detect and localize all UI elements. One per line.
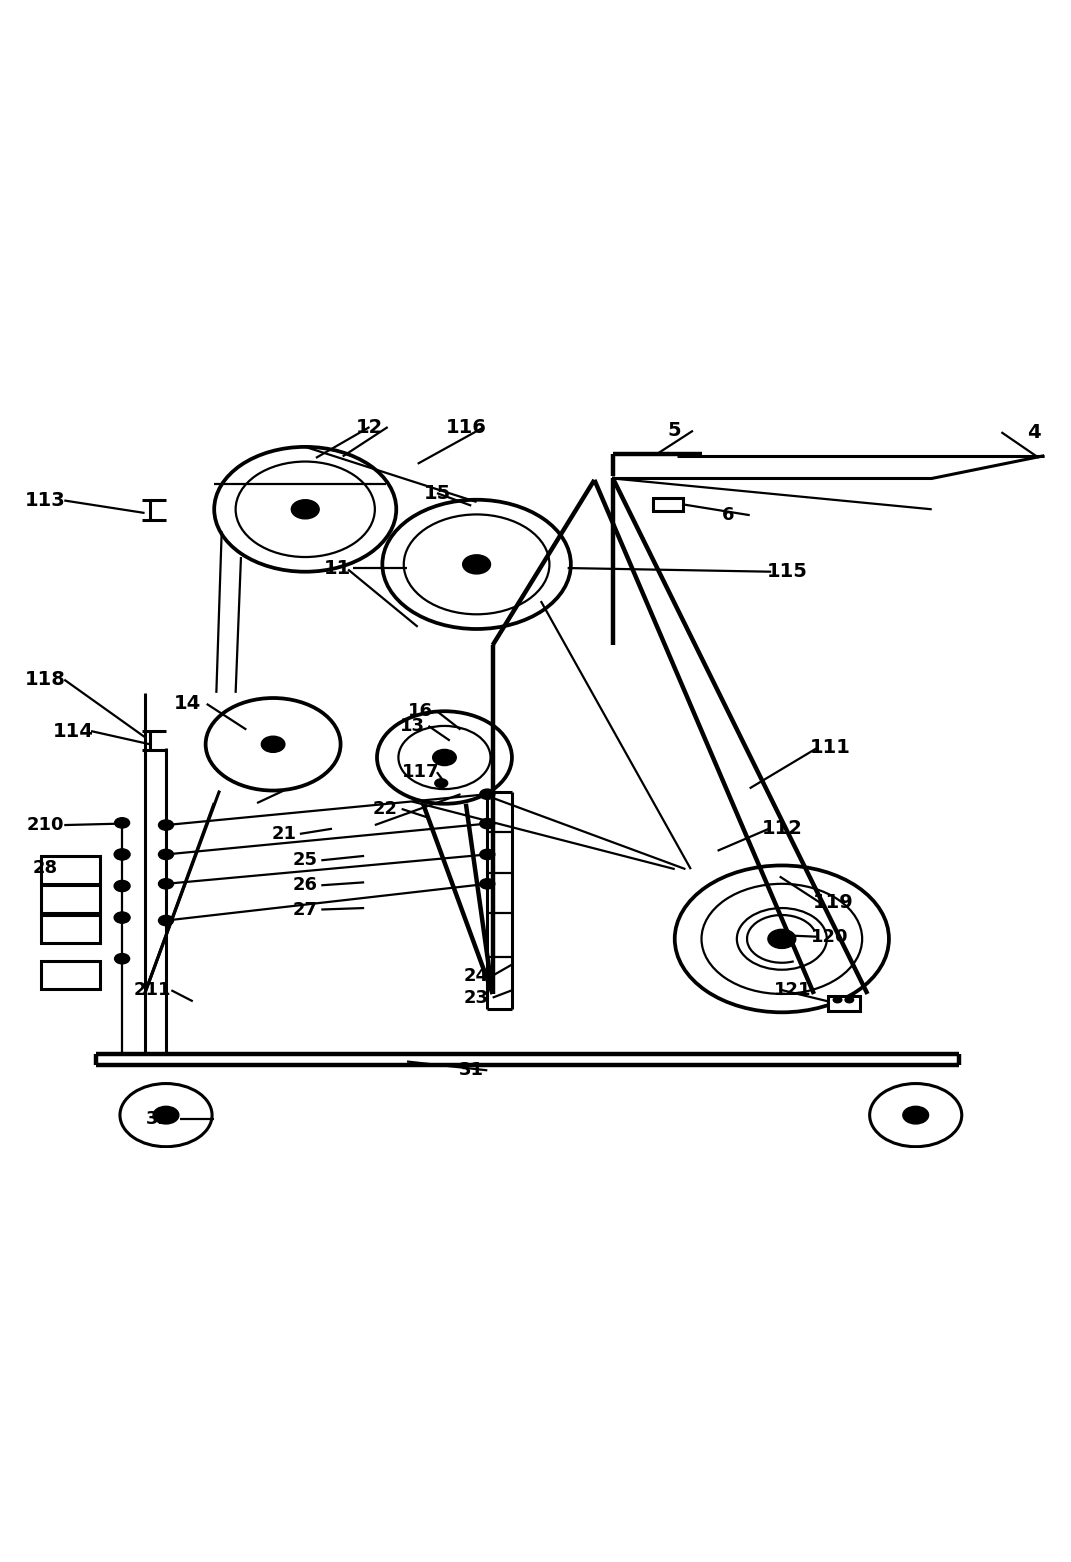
Text: 31: 31 [458, 1061, 484, 1079]
Bar [653, 498, 683, 511]
Circle shape [115, 953, 130, 964]
Circle shape [291, 500, 319, 519]
Text: 24: 24 [464, 967, 489, 984]
Text: 11: 11 [323, 559, 351, 578]
Bar [828, 997, 860, 1011]
Circle shape [768, 929, 796, 948]
Circle shape [480, 850, 495, 859]
Circle shape [115, 912, 130, 923]
Circle shape [159, 915, 174, 926]
Text: 23: 23 [464, 989, 489, 1006]
Circle shape [833, 997, 842, 1003]
Text: 12: 12 [356, 417, 383, 436]
Text: 14: 14 [174, 695, 201, 714]
Circle shape [480, 818, 495, 829]
Bar [41, 856, 100, 884]
Text: 13: 13 [399, 717, 425, 736]
Circle shape [153, 1106, 179, 1125]
Circle shape [480, 789, 495, 800]
Circle shape [903, 1106, 929, 1125]
Text: 22: 22 [373, 800, 398, 818]
Circle shape [159, 820, 174, 829]
Circle shape [115, 850, 130, 859]
Circle shape [845, 997, 854, 1003]
Text: 28: 28 [32, 859, 58, 876]
Text: 5: 5 [668, 422, 681, 440]
Circle shape [159, 850, 174, 859]
Text: 32: 32 [146, 1109, 171, 1128]
Text: 116: 116 [446, 417, 486, 436]
Circle shape [480, 879, 495, 889]
Text: 114: 114 [52, 722, 93, 740]
Text: 15: 15 [423, 484, 451, 503]
Circle shape [261, 736, 285, 753]
Text: 210: 210 [26, 815, 64, 834]
Text: 111: 111 [810, 739, 850, 758]
Circle shape [463, 555, 491, 573]
Text: 21: 21 [271, 825, 297, 843]
Text: 119: 119 [813, 892, 854, 912]
Circle shape [433, 750, 456, 765]
Text: 121: 121 [773, 981, 812, 998]
Circle shape [115, 881, 130, 892]
Text: 211: 211 [133, 981, 171, 1000]
Bar [41, 915, 100, 942]
Text: 120: 120 [811, 928, 849, 945]
Text: 4: 4 [1027, 423, 1040, 442]
Text: 27: 27 [292, 901, 318, 918]
Text: 113: 113 [25, 490, 65, 509]
Bar [41, 961, 100, 989]
Circle shape [159, 879, 174, 889]
Text: 115: 115 [767, 562, 808, 581]
Circle shape [115, 818, 130, 828]
Text: 112: 112 [761, 818, 802, 839]
Text: 6: 6 [722, 506, 735, 525]
Circle shape [435, 779, 448, 787]
Text: 117: 117 [402, 764, 440, 781]
Text: 118: 118 [25, 670, 65, 689]
Text: 26: 26 [292, 876, 318, 895]
Text: 25: 25 [292, 851, 318, 870]
Bar [41, 886, 100, 914]
Text: 16: 16 [408, 703, 434, 720]
